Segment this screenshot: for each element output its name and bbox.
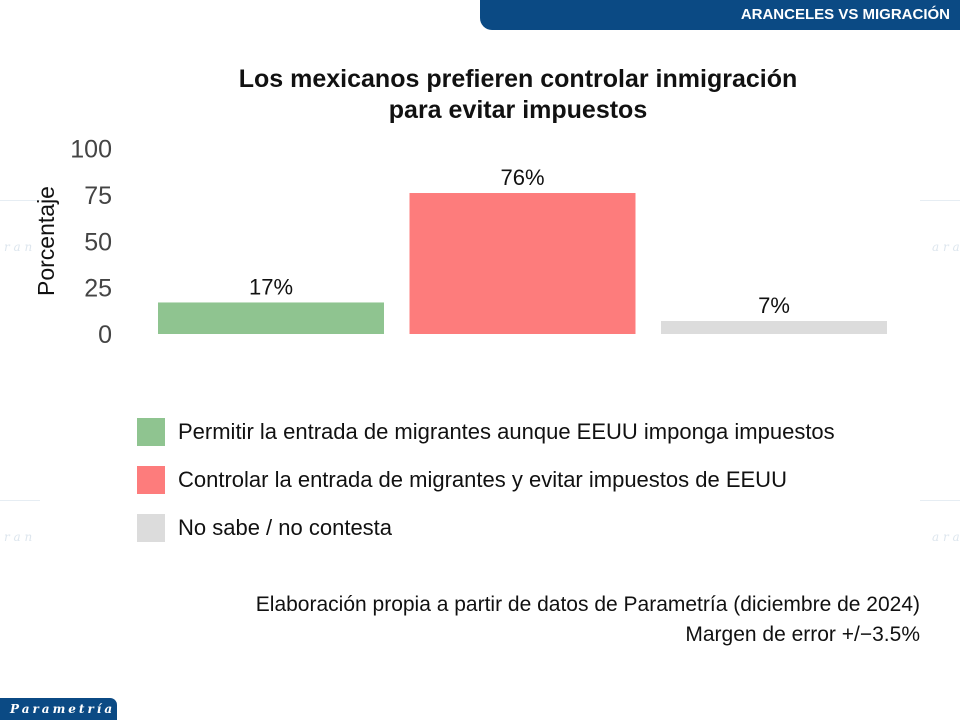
legend-label: Permitir la entrada de migrantes aunque … xyxy=(178,419,835,444)
chart-title-line: para evitar impuestos xyxy=(388,96,648,124)
background-decoration: r a n xyxy=(4,240,33,254)
background-decoration: a r a xyxy=(932,530,960,544)
bar xyxy=(158,302,384,334)
source-note: Elaboración propia a partir de datos de … xyxy=(256,590,920,650)
y-tick-label: 50 xyxy=(84,228,112,256)
data-label: 76% xyxy=(500,165,544,190)
y-tick-label: 100 xyxy=(70,136,112,164)
legend-label: No sabe / no contesta xyxy=(178,515,393,540)
legend-item: Controlar la entrada de migrantes y evit… xyxy=(137,456,835,504)
logo-text: Parametría xyxy=(10,702,116,716)
section-header: ARANCELES VS MIGRACIÓN xyxy=(480,0,960,30)
y-tick-label: 25 xyxy=(84,275,112,303)
data-label: 17% xyxy=(249,274,293,299)
margin-of-error: Margen de error +/−3.5% xyxy=(685,623,920,646)
source-text: Elaboración propia a partir de datos de … xyxy=(255,593,920,616)
parametria-logo: Parametría xyxy=(0,698,117,720)
data-label: 7% xyxy=(758,293,790,318)
background-decoration xyxy=(0,500,40,501)
background-decoration xyxy=(920,200,960,201)
legend-swatch xyxy=(137,514,165,542)
legend-swatch xyxy=(137,418,165,446)
legend-label: Controlar la entrada de migrantes y evit… xyxy=(178,467,787,492)
legend-item: Permitir la entrada de migrantes aunque … xyxy=(137,408,835,456)
section-title: ARANCELES VS MIGRACIÓN xyxy=(740,6,950,23)
legend-item: No sabe / no contesta xyxy=(137,504,835,552)
bar xyxy=(409,193,636,334)
legend: Permitir la entrada de migrantes aunque … xyxy=(137,408,835,552)
background-decoration xyxy=(0,200,40,201)
y-tick-label: 75 xyxy=(84,182,112,210)
y-tick-label: 0 xyxy=(98,321,112,349)
chart-title-line: Los mexicanos prefieren controlar inmigr… xyxy=(238,65,798,93)
background-decoration: r a n xyxy=(4,530,33,544)
bar xyxy=(661,321,887,334)
background-decoration xyxy=(920,500,960,501)
chart-title: Los mexicanos prefieren controlar inmigr… xyxy=(0,64,960,126)
legend-swatch xyxy=(137,466,165,494)
y-axis-label: Porcentaje xyxy=(33,186,59,296)
background-decoration: a r a xyxy=(932,240,960,254)
